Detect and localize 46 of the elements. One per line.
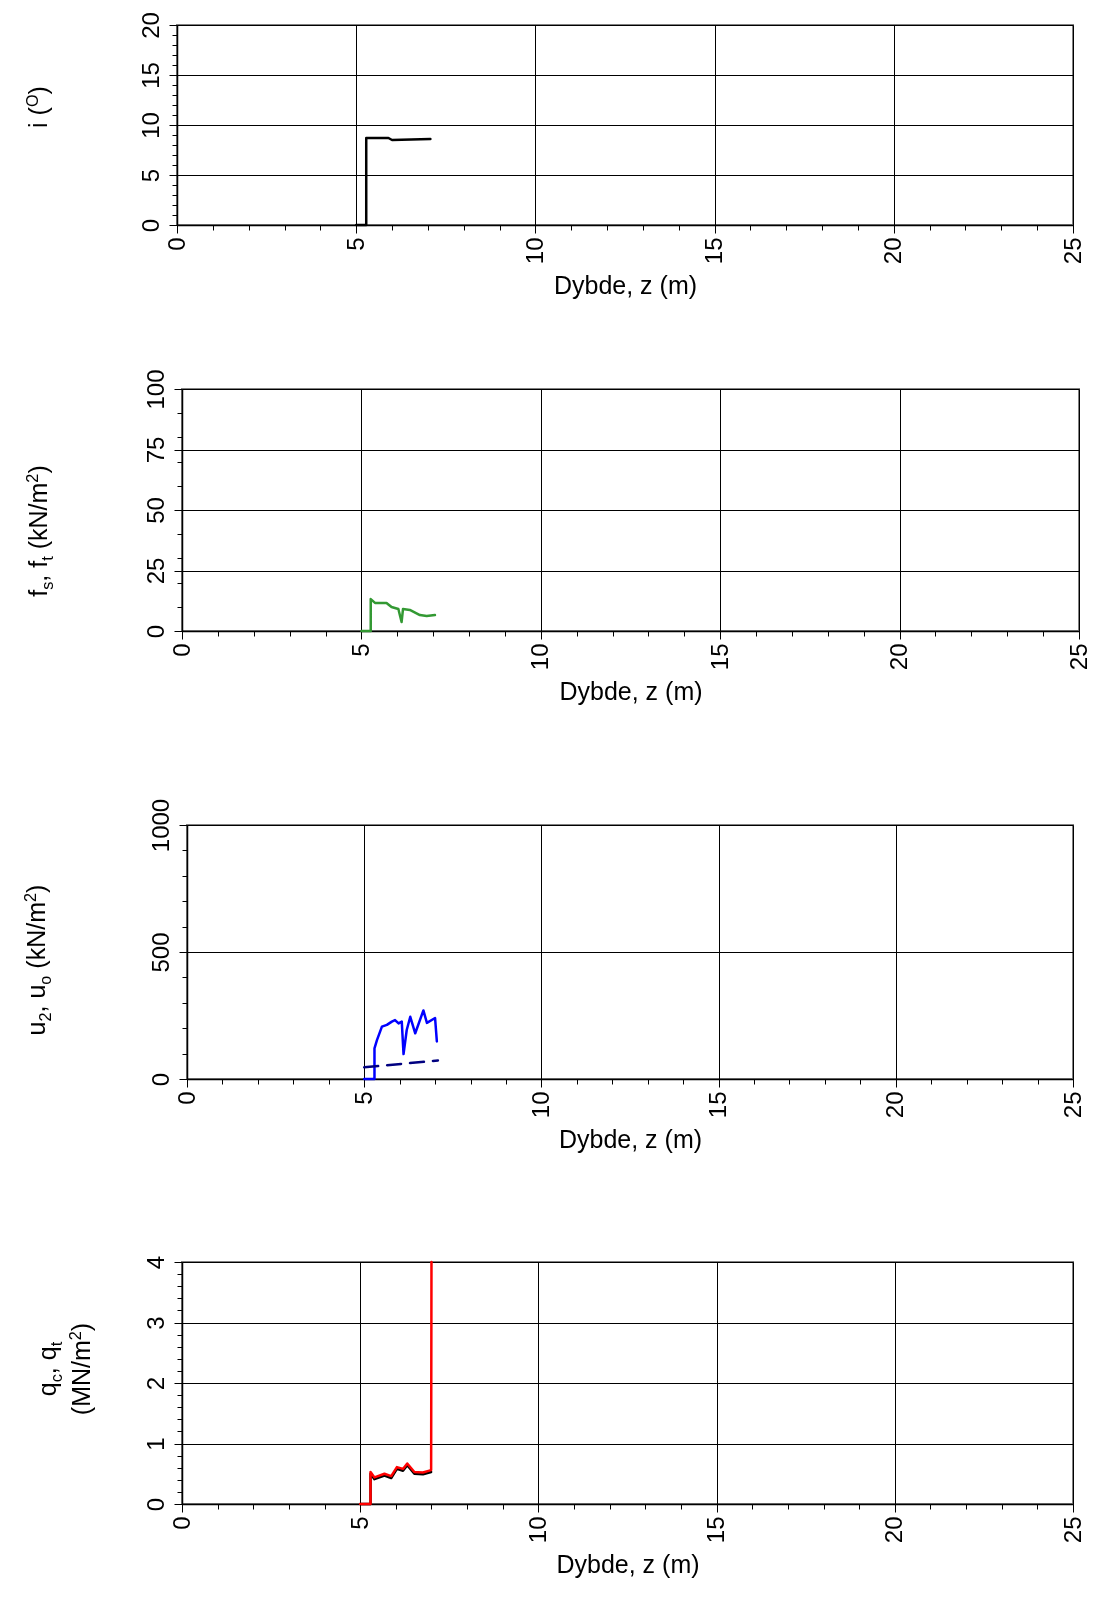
y-tick-label: 0	[136, 218, 164, 233]
x-tick-label: 0	[167, 643, 195, 657]
y-tick-label: 1000	[146, 798, 174, 853]
x-axis-title: Dybde, z (m)	[558, 1125, 703, 1154]
x-tick-label: 20	[879, 237, 907, 265]
x-tick-label: 15	[704, 1091, 732, 1119]
x-tick-label: 10	[526, 643, 554, 671]
x-tick-label: 5	[349, 1091, 377, 1105]
y-tick-label: 0	[141, 1497, 169, 1512]
x-tick-label: 20	[881, 1091, 909, 1119]
x-tick-label: 15	[702, 1516, 730, 1544]
y-tick-label: 25	[141, 557, 169, 585]
x-tick-label: 25	[1064, 643, 1092, 671]
x-tick-label: 5	[345, 1516, 373, 1530]
x-tick-label: 10	[523, 1516, 551, 1544]
y-tick-label: 100	[141, 369, 169, 410]
x-tick-label: 10	[520, 237, 548, 265]
x-tick-label: 15	[705, 643, 733, 671]
x-tick-label: 15	[700, 237, 728, 265]
y-tick-label: 500	[146, 932, 174, 973]
x-axis-title: Dybde, z (m)	[556, 1550, 700, 1579]
y-tick-label: 2	[141, 1376, 169, 1391]
y-tick-label: 50	[141, 497, 169, 524]
y-tick-label: 0	[146, 1072, 174, 1087]
x-axis-title: Dybde, z (m)	[553, 271, 698, 300]
y-tick-label: 10	[136, 112, 164, 139]
y-tick-label: 4	[141, 1255, 169, 1270]
y-tick-label: 0	[141, 624, 169, 639]
y-tick-label: 20	[136, 12, 164, 39]
y-tick-label: 5	[136, 168, 164, 183]
x-tick-label: 0	[162, 237, 190, 251]
y-tick-label: 15	[136, 62, 164, 89]
x-tick-label: 20	[880, 1516, 908, 1544]
x-tick-label: 25	[1058, 1091, 1086, 1119]
y-tick-label: 1	[141, 1437, 169, 1451]
y-tick-label: 3	[141, 1316, 169, 1330]
x-tick-label: 0	[172, 1091, 200, 1105]
x-tick-label: 25	[1058, 237, 1086, 265]
x-tick-label: 10	[526, 1091, 554, 1119]
x-tick-label: 25	[1058, 1516, 1086, 1544]
x-tick-label: 20	[885, 643, 913, 671]
x-tick-label: 5	[341, 237, 369, 251]
y-tick-label: 75	[141, 436, 169, 464]
x-tick-label: 5	[346, 643, 374, 657]
x-axis-title: Dybde, z (m)	[559, 677, 703, 706]
x-tick-label: 0	[167, 1516, 195, 1530]
